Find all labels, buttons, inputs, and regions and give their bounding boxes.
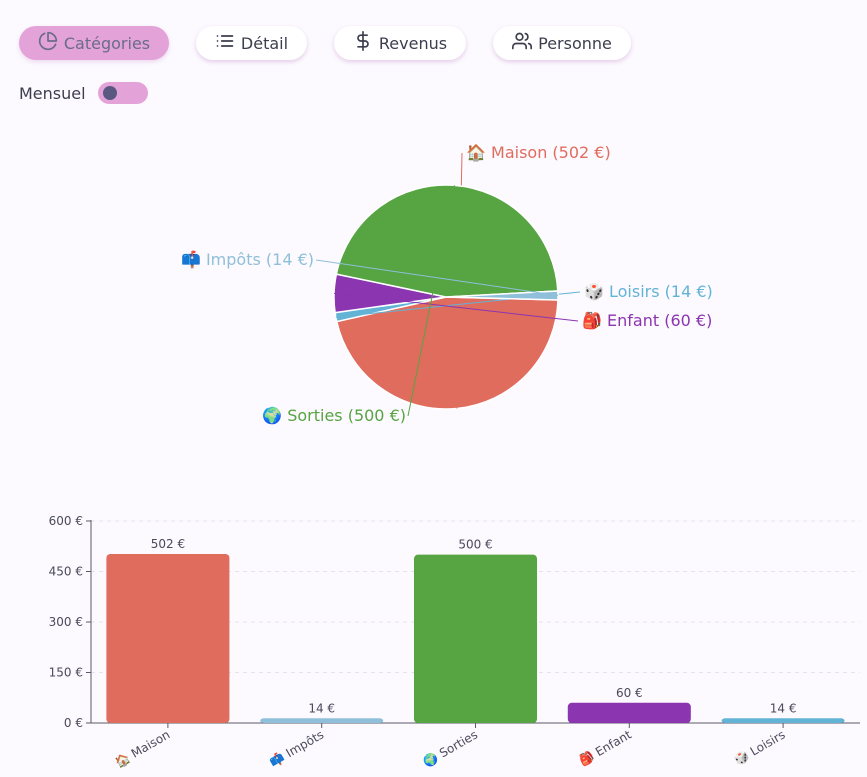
y-tick-label: 300 € bbox=[49, 615, 83, 629]
bar-chart: 0 € 150 € 300 € 450 € 600 € 502 € 🏠 Maison 14 €… bbox=[49, 514, 860, 770]
y-tick-label: 150 € bbox=[49, 666, 83, 680]
x-tick-label-loisirs: 🎲 Loisirs bbox=[732, 727, 788, 767]
tab-categories[interactable]: Catégories bbox=[19, 26, 169, 60]
bar-enfant[interactable] bbox=[567, 702, 691, 723]
pie-chart: 🏠 Maison (502 €) 🎲 Loisirs (14 €) 🎒 Enfant… bbox=[181, 143, 713, 425]
x-tick-label-impots: 📫 Impôts bbox=[267, 727, 326, 769]
tab-label: Personne bbox=[538, 33, 612, 53]
tab-bar: Catégories Détail Revenus Personne bbox=[19, 26, 867, 62]
monthly-toggle-label: Mensuel bbox=[19, 83, 86, 103]
pie-label-loisirs: 🎲 Loisirs (14 €) bbox=[584, 282, 713, 301]
pie-leader-line bbox=[315, 259, 559, 296]
bar-sorties[interactable] bbox=[413, 554, 538, 723]
y-tick-label: 450 € bbox=[49, 565, 83, 579]
list-icon bbox=[215, 31, 235, 55]
users-icon bbox=[512, 31, 533, 55]
tab-revenus[interactable]: Revenus bbox=[334, 26, 466, 60]
bar-value-label: 500 € bbox=[458, 538, 492, 552]
bar-value-label: 60 € bbox=[616, 686, 643, 700]
bar-value-label: 14 € bbox=[770, 701, 797, 715]
y-tick-label: 0 € bbox=[64, 716, 83, 730]
dollar-icon bbox=[353, 31, 373, 55]
toggle-knob bbox=[102, 86, 117, 100]
pie-label-sorties: 🌍 Sorties (500 €) bbox=[262, 406, 406, 425]
bar-maison[interactable] bbox=[106, 553, 230, 723]
pie-slice-sorties[interactable] bbox=[335, 184, 559, 298]
bar-value-label: 14 € bbox=[308, 701, 335, 715]
pie-chart-icon bbox=[38, 31, 58, 55]
monthly-toggle[interactable] bbox=[97, 82, 148, 104]
x-tick-label-sorties: 🌍 Sorties bbox=[421, 727, 480, 769]
monthly-toggle-row: Mensuel bbox=[19, 82, 148, 104]
pie-leader-line bbox=[334, 292, 579, 322]
tab-label: Détail bbox=[240, 33, 289, 53]
bar-loisirs[interactable] bbox=[721, 718, 845, 723]
pie-label-enfant: 🎒 Enfant (60 €) bbox=[582, 311, 712, 330]
tab-detail[interactable]: Détail bbox=[196, 26, 307, 60]
pie-leader-line bbox=[407, 185, 455, 417]
bar-impots[interactable] bbox=[260, 718, 384, 723]
tab-personne[interactable]: Personne bbox=[493, 26, 631, 60]
tab-label: Catégories bbox=[63, 33, 151, 53]
y-tick-label: 600 € bbox=[49, 514, 83, 528]
pie-label-maison: 🏠 Maison (502 €) bbox=[466, 143, 611, 162]
bar-value-label: 502 € bbox=[151, 537, 185, 551]
pie-label-impots: 📫 Impôts (14 €) bbox=[181, 250, 314, 269]
x-tick-label-enfant: 🎒 Enfant bbox=[577, 727, 634, 768]
tab-label: Revenus bbox=[378, 33, 448, 53]
x-tick-label-maison: 🏠 Maison bbox=[113, 727, 173, 770]
